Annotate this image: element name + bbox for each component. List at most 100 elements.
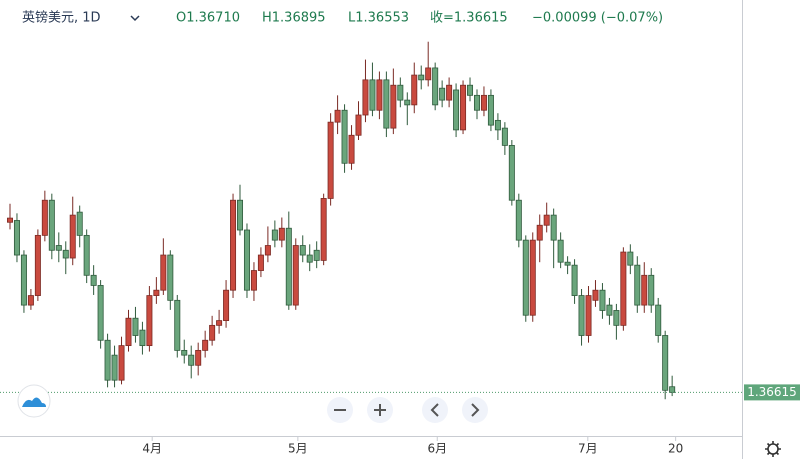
candle-body: [237, 199, 244, 231]
candle-body: [250, 270, 257, 291]
candle-body: [501, 127, 508, 146]
candle-body: [181, 349, 188, 356]
candle-body: [613, 310, 620, 326]
candle-body: [306, 254, 313, 263]
candle-body: [209, 324, 216, 341]
candle-body: [494, 119, 501, 131]
candle-body: [216, 320, 223, 326]
candle-body: [292, 245, 299, 306]
zoom-in-icon[interactable]: [374, 404, 386, 416]
candle-body: [592, 289, 599, 301]
scroll-left[interactable]: [422, 397, 448, 423]
candle-body: [348, 134, 355, 164]
x-tick-label: 6月: [427, 442, 447, 456]
candle-body: [69, 214, 76, 259]
candle-body: [585, 295, 592, 336]
candle-body: [543, 214, 550, 226]
candle-body: [264, 245, 271, 256]
candle-body: [334, 109, 341, 123]
candle-body: [453, 89, 460, 131]
candle-body: [223, 289, 230, 321]
logo-cloud[interactable]: [22, 397, 46, 407]
candle-body: [27, 295, 34, 306]
candle-body: [271, 229, 278, 241]
x-tick-label: 20: [668, 442, 683, 456]
candle-body: [90, 274, 97, 286]
candle-body: [557, 239, 564, 263]
candle-body: [425, 67, 432, 81]
candle-body: [418, 74, 425, 81]
x-tick-label: 7月: [578, 442, 598, 456]
candle-body: [230, 199, 237, 291]
candle-body: [320, 198, 327, 261]
candle-body: [362, 79, 369, 116]
candle-body: [446, 84, 453, 101]
candle-body: [620, 251, 627, 326]
zoom-controls[interactable]: [327, 397, 488, 423]
header-change: −0.00099 (−0.07%): [532, 11, 663, 26]
candle-body: [7, 217, 13, 223]
candle-body: [355, 114, 362, 136]
candle-body: [669, 386, 676, 393]
candle-body: [404, 99, 411, 106]
candle-body: [13, 220, 20, 256]
candle-body: [202, 339, 209, 351]
scroll-right-icon[interactable]: [471, 403, 480, 417]
candle-body: [655, 304, 662, 336]
candle-body: [62, 249, 69, 259]
candle-body: [571, 264, 578, 296]
candle-body: [390, 84, 397, 129]
candle-body: [480, 94, 487, 111]
candle-body: [460, 84, 467, 131]
candle-body: [487, 94, 494, 126]
candle-body: [76, 211, 83, 236]
header-low: L1.36553: [348, 11, 409, 26]
candle-body: [195, 349, 202, 366]
candle-body: [188, 354, 195, 366]
candle-body: [125, 317, 132, 347]
candle-body: [41, 199, 48, 236]
logo[interactable]: [17, 384, 51, 418]
candle-body: [529, 239, 536, 316]
candle-body: [146, 295, 153, 347]
candle-body: [327, 121, 334, 199]
symbol: 英镑美元, 1D: [22, 10, 101, 26]
candle-body: [627, 251, 634, 266]
candle-body: [662, 335, 669, 391]
candle-body: [139, 329, 146, 347]
header-high: H1.36895: [262, 11, 326, 26]
candle-body: [536, 224, 543, 241]
scroll-right[interactable]: [462, 397, 488, 423]
last-price-tag: [744, 384, 800, 401]
candle-body: [397, 84, 404, 101]
candle-body: [34, 234, 41, 296]
x-tick-label: 5月: [288, 442, 308, 456]
candle-body: [83, 234, 90, 276]
candle-body: [167, 254, 174, 301]
candle-body: [97, 285, 104, 341]
settings-teeth[interactable]: [765, 441, 781, 457]
candle-body: [439, 87, 446, 101]
candle-body: [160, 254, 167, 291]
candle-body: [118, 345, 125, 381]
last-price-label: 1.36615: [747, 385, 797, 399]
candle-body: [257, 254, 264, 271]
candle-body: [467, 84, 474, 96]
candle-body: [243, 229, 250, 291]
candle-body: [376, 79, 383, 111]
candle-body: [383, 79, 390, 129]
candle-body: [153, 289, 160, 296]
candle-body: [411, 74, 418, 106]
candle-body: [285, 227, 292, 306]
candle-body: [515, 199, 522, 241]
scroll-left-icon[interactable]: [430, 403, 439, 417]
candle-body: [48, 199, 55, 251]
interval-dropdown[interactable]: [130, 15, 140, 22]
candle-body: [522, 239, 529, 316]
candle-body: [641, 274, 648, 306]
candle-body: [278, 227, 285, 241]
settings[interactable]: [765, 441, 781, 457]
